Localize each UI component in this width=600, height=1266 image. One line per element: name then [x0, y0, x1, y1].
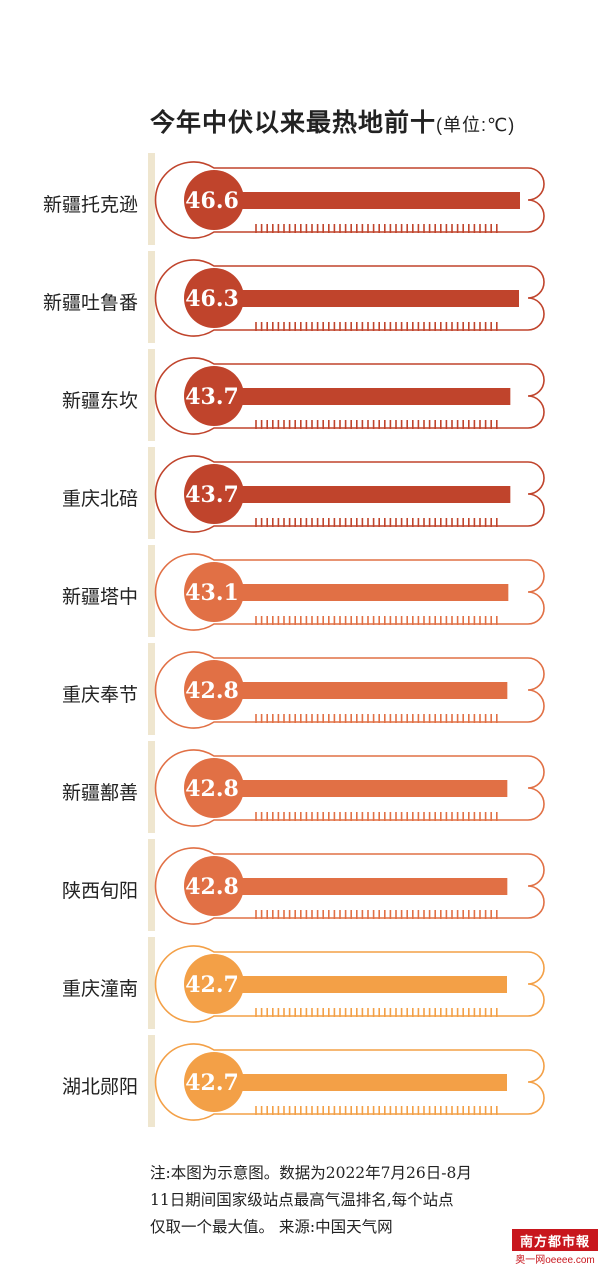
thermometer-row: 重庆潼南 42.7 — [0, 934, 600, 1032]
thermometer-bulb — [184, 268, 244, 328]
thermometer-row: 新疆托克逊 46.6 — [0, 150, 600, 248]
thermometer: 42.8 — [154, 847, 545, 925]
side-accent — [148, 741, 155, 833]
thermometer-row: 湖北郧阳 42.7 — [0, 1032, 600, 1130]
thermometer-row: 重庆北碚 43.7 — [0, 444, 600, 542]
thermometer-row: 新疆吐鲁番 46.3 — [0, 248, 600, 346]
thermometer-bulb — [184, 856, 244, 916]
thermometer-outline — [154, 553, 545, 631]
thermometer: 46.6 — [154, 161, 545, 239]
thermometer-bulb — [184, 660, 244, 720]
thermometer: 46.3 — [154, 259, 545, 337]
thermometer-bulb — [184, 1052, 244, 1112]
bar — [236, 584, 509, 601]
thermometer-outline — [154, 259, 545, 337]
logo-subtitle: 奥一网oeeee.com — [515, 1255, 595, 1266]
category-label: 新疆吐鲁番 — [42, 293, 138, 314]
footnote-line-2: 11日期间国家级站点最高气温排名,每个站点 — [150, 1191, 454, 1209]
data-label: 43.7 — [185, 384, 239, 410]
side-accent — [148, 545, 155, 637]
data-label: 42.8 — [185, 874, 239, 900]
thermometer-outline — [154, 455, 545, 533]
thermometer: 42.7 — [154, 945, 545, 1023]
thermometer-bulb — [184, 464, 244, 524]
bar — [236, 976, 507, 993]
data-label: 42.8 — [185, 678, 239, 704]
thermometer-bulb — [184, 366, 244, 426]
thermometer: 43.7 — [154, 455, 545, 533]
thermometer-outline — [154, 161, 545, 239]
data-label: 42.7 — [185, 972, 239, 998]
thermometer-outline — [154, 1043, 545, 1121]
thermometer-bulb — [184, 758, 244, 818]
data-label: 42.8 — [185, 776, 239, 802]
category-label: 新疆鄯善 — [61, 783, 138, 804]
thermometer-outline — [154, 651, 545, 729]
thermometer: 43.1 — [154, 553, 545, 631]
footnote-line-1: 注:本图为示意图。数据为2022年7月26日-8月 — [150, 1164, 472, 1182]
data-label: 42.7 — [185, 1070, 239, 1096]
category-label: 湖北郧阳 — [61, 1077, 138, 1098]
thermometer: 42.7 — [154, 1043, 545, 1121]
side-accent — [148, 349, 155, 441]
thermometer-row: 陕西旬阳 42.8 — [0, 836, 600, 934]
thermometer-bulb — [184, 562, 244, 622]
thermometer: 42.8 — [154, 651, 545, 729]
side-accent — [148, 839, 155, 931]
side-accent — [148, 937, 155, 1029]
side-accent — [148, 251, 155, 343]
bar — [236, 878, 508, 895]
bar — [236, 290, 519, 307]
thermometer-list: 新疆托克逊 46.6 新疆吐鲁番 46.3 新疆东坎 43.7 重庆北碚 43.7 新疆塔中 43… — [0, 150, 600, 1130]
bar — [236, 192, 520, 209]
data-label: 43.1 — [185, 580, 239, 606]
category-label: 新疆东坎 — [61, 391, 138, 412]
newspaper-logo: 南方都市報 — [512, 1229, 598, 1251]
category-label: 重庆潼南 — [61, 979, 138, 1000]
thermometer-bulb — [184, 954, 244, 1014]
thermometer-row: 新疆塔中 43.1 — [0, 542, 600, 640]
data-label: 43.7 — [185, 482, 239, 508]
logo-text: 南方都市報 — [519, 1233, 590, 1249]
category-label: 重庆奉节 — [61, 685, 138, 706]
thermometer-outline — [154, 357, 545, 435]
bar — [236, 388, 511, 405]
chart-unit: (单位:℃) — [436, 115, 516, 135]
thermometer-outline — [154, 847, 545, 925]
category-label: 重庆北碚 — [61, 489, 138, 510]
data-label: 46.6 — [185, 188, 239, 214]
category-label: 新疆塔中 — [61, 587, 138, 608]
category-label: 新疆托克逊 — [42, 195, 138, 216]
data-label: 46.3 — [185, 286, 239, 312]
side-accent — [148, 447, 155, 539]
thermometer-row: 新疆东坎 43.7 — [0, 346, 600, 444]
chart-title: 今年中伏以来最热地前十(单位:℃) — [150, 103, 515, 139]
bar — [236, 486, 511, 503]
thermometer-outline — [154, 945, 545, 1023]
side-accent — [148, 153, 155, 245]
bar — [236, 780, 508, 797]
thermometer-row: 重庆奉节 42.8 — [0, 640, 600, 738]
bar — [236, 682, 508, 699]
thermometer: 43.7 — [154, 357, 545, 435]
footnote-line-3: 仅取一个最大值。 来源:中国天气网 — [150, 1218, 393, 1236]
thermometer-row: 新疆鄯善 42.8 — [0, 738, 600, 836]
thermometer-outline — [154, 749, 545, 827]
thermometer: 42.8 — [154, 749, 545, 827]
bar — [236, 1074, 507, 1091]
side-accent — [148, 643, 155, 735]
category-label: 陕西旬阳 — [61, 881, 138, 902]
chart-title-text: 今年中伏以来最热地前十 — [150, 109, 437, 137]
thermometer-bulb — [184, 170, 244, 230]
side-accent — [148, 1035, 155, 1127]
footnote: 注:本图为示意图。数据为2022年7月26日-8月 11日期间国家级站点最高气温… — [150, 1160, 570, 1241]
